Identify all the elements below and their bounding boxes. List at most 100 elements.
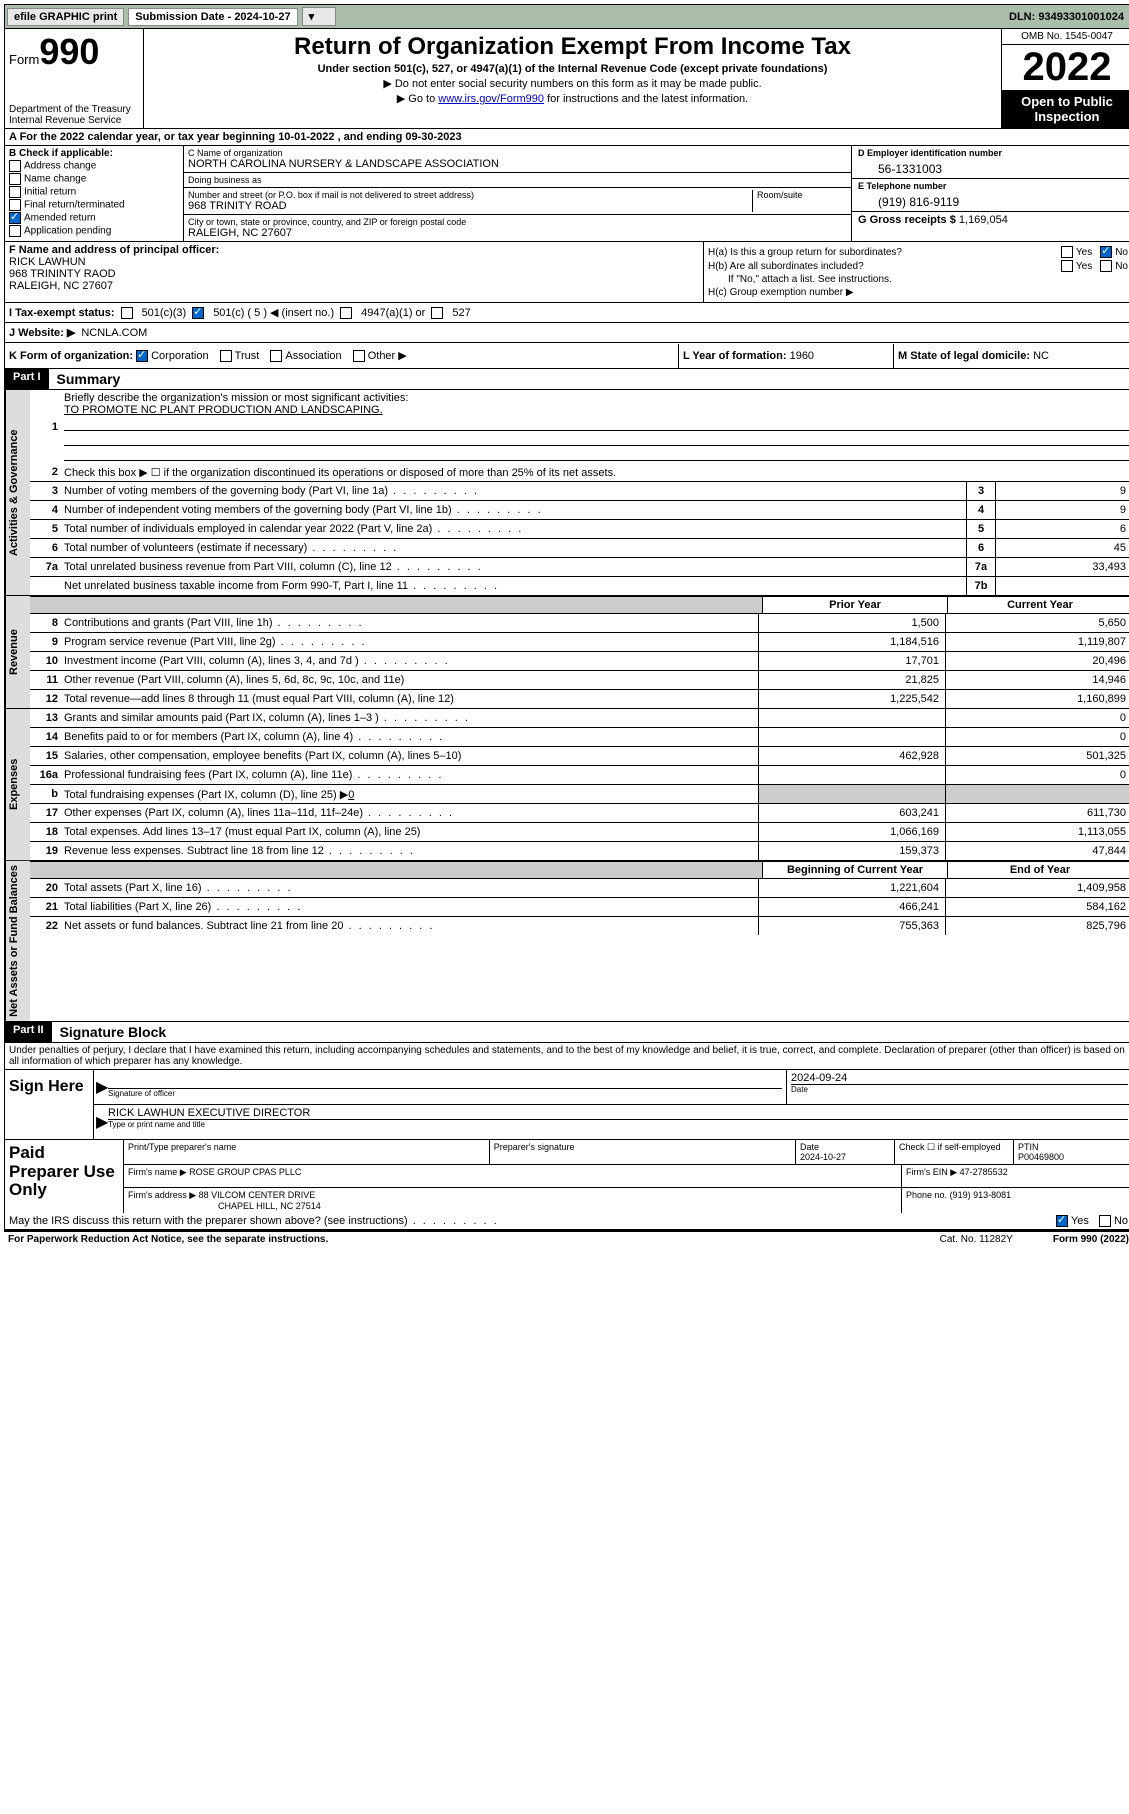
l-label: L Year of formation: <box>683 350 787 362</box>
line-14-prior <box>758 728 945 746</box>
line-13-curr: 0 <box>945 709 1129 727</box>
line-12-curr: 1,160,899 <box>945 690 1129 708</box>
chk-other[interactable] <box>353 350 365 362</box>
line-20-text: Total assets (Part X, line 16) <box>64 880 758 896</box>
city-label: City or town, state or province, country… <box>188 217 847 227</box>
website-value: NCNLA.COM <box>81 327 147 339</box>
line-21-end: 584,162 <box>945 898 1129 916</box>
line-8-num: 8 <box>30 617 64 629</box>
ein-label: D Employer identification number <box>858 148 1126 158</box>
section-b: B Check if applicable: Address change Na… <box>5 146 184 241</box>
vtab-revenue: Revenue <box>5 596 30 708</box>
line-18-num: 18 <box>30 826 64 838</box>
row-i: I Tax-exempt status: 501(c)(3) 501(c) ( … <box>4 303 1129 323</box>
dba-label: Doing business as <box>188 175 847 185</box>
line-20-num: 20 <box>30 882 64 894</box>
col-prior-year: Prior Year <box>762 597 947 613</box>
chk-application-pending[interactable]: Application pending <box>9 225 179 237</box>
chk-501c3[interactable] <box>121 307 133 319</box>
hb-no[interactable] <box>1100 260 1112 272</box>
line-6-num: 6 <box>30 542 64 554</box>
discuss-yes[interactable] <box>1056 1215 1068 1227</box>
line-6-text: Total number of volunteers (estimate if … <box>64 540 966 556</box>
dropdown-button[interactable]: ▾ <box>302 7 336 26</box>
l-value: 1960 <box>790 350 814 362</box>
form-990-label: Form990 <box>9 31 139 73</box>
firm-name-value: ROSE GROUP CPAS PLLC <box>189 1167 301 1177</box>
line-17-curr: 611,730 <box>945 804 1129 822</box>
line-9-curr: 1,119,807 <box>945 633 1129 651</box>
chk-final-return[interactable]: Final return/terminated <box>9 199 179 211</box>
section-c: C Name of organization NORTH CAROLINA NU… <box>184 146 851 241</box>
line-13-text: Grants and similar amounts paid (Part IX… <box>64 710 758 726</box>
prep-date-value: 2024-10-27 <box>800 1152 846 1162</box>
name-title-label: Type or print name and title <box>108 1119 1128 1129</box>
line-15-curr: 501,325 <box>945 747 1129 765</box>
open-public-badge: Open to Public Inspection <box>1002 90 1129 128</box>
line-1-value: TO PROMOTE NC PLANT PRODUCTION AND LANDS… <box>64 404 383 416</box>
chk-amended-return[interactable]: Amended return <box>9 212 179 224</box>
discuss-row: May the IRS discuss this return with the… <box>5 1213 1129 1231</box>
officer-addr1: 968 TRININTY RAOD <box>9 268 699 280</box>
prep-sig-label: Preparer's signature <box>490 1140 796 1164</box>
line-7b-val <box>995 577 1129 595</box>
hb-label: H(b) Are all subordinates included? <box>708 261 1061 272</box>
line-9-num: 9 <box>30 636 64 648</box>
j-label: J Website: ▶ <box>9 326 75 339</box>
irs-link[interactable]: www.irs.gov/Form990 <box>438 93 544 105</box>
chk-address-change[interactable]: Address change <box>9 160 179 172</box>
line-3-num: 3 <box>30 485 64 497</box>
chk-527[interactable] <box>431 307 443 319</box>
efile-print-button[interactable]: efile GRAPHIC print <box>7 8 124 26</box>
part2-title: Signature Block <box>52 1022 175 1042</box>
line-16b-prior <box>758 785 945 803</box>
phone-label: E Telephone number <box>858 181 1126 191</box>
line-18-prior: 1,066,169 <box>758 823 945 841</box>
part2-header: Part II <box>5 1022 52 1042</box>
chk-assoc[interactable] <box>270 350 282 362</box>
line-10-text: Investment income (Part VIII, column (A)… <box>64 653 758 669</box>
ha-yes[interactable] <box>1061 246 1073 258</box>
ha-no[interactable] <box>1100 246 1112 258</box>
section-bcdeg: B Check if applicable: Address change Na… <box>4 146 1129 242</box>
chk-4947[interactable] <box>340 307 352 319</box>
line-11-curr: 14,946 <box>945 671 1129 689</box>
hb-yes[interactable] <box>1061 260 1073 272</box>
sig-declaration: Under penalties of perjury, I declare th… <box>5 1043 1129 1069</box>
discuss-text: May the IRS discuss this return with the… <box>9 1215 1056 1227</box>
firm-phone-label: Phone no. <box>906 1190 947 1200</box>
line-5-text: Total number of individuals employed in … <box>64 521 966 537</box>
chk-corp[interactable] <box>136 350 148 362</box>
line-8-text: Contributions and grants (Part VIII, lin… <box>64 615 758 631</box>
line-22-end: 825,796 <box>945 917 1129 935</box>
line-22-text: Net assets or fund balances. Subtract li… <box>64 918 758 934</box>
chk-initial-return[interactable]: Initial return <box>9 186 179 198</box>
firm-phone-value: (919) 913-8081 <box>950 1190 1012 1200</box>
line-13-prior <box>758 709 945 727</box>
chk-trust[interactable] <box>220 350 232 362</box>
section-f: F Name and address of principal officer:… <box>5 242 704 302</box>
chk-501c[interactable] <box>192 307 204 319</box>
line-15-text: Salaries, other compensation, employee b… <box>64 748 758 764</box>
discuss-no-label: No <box>1114 1215 1128 1227</box>
form-number-col: Form990 Department of the Treasury Inter… <box>5 29 144 128</box>
line-7a-val: 33,493 <box>995 558 1129 576</box>
line-20-begin: 1,221,604 <box>758 879 945 897</box>
part1-title: Summary <box>49 369 129 389</box>
footer-right: Form 990 (2022) <box>1053 1234 1129 1245</box>
line-10-prior: 17,701 <box>758 652 945 670</box>
line-11-num: 11 <box>30 674 64 686</box>
line-16b-curr <box>945 785 1129 803</box>
footer-center: Cat. No. 11282Y <box>900 1234 1053 1245</box>
chk-name-change[interactable]: Name change <box>9 173 179 185</box>
line-3-text: Number of voting members of the governin… <box>64 483 966 499</box>
form-note-ssn: ▶ Do not enter social security numbers o… <box>148 77 997 90</box>
vtab-net-assets: Net Assets or Fund Balances <box>5 861 30 1021</box>
line-18-curr: 1,113,055 <box>945 823 1129 841</box>
discuss-no[interactable] <box>1099 1215 1111 1227</box>
line-11-prior: 21,825 <box>758 671 945 689</box>
line-7a-num: 7a <box>30 561 64 573</box>
prep-self-employed: Check ☐ if self-employed <box>895 1140 1014 1164</box>
part1-header: Part I <box>5 369 49 389</box>
page-footer: For Paperwork Reduction Act Notice, see … <box>4 1232 1129 1247</box>
